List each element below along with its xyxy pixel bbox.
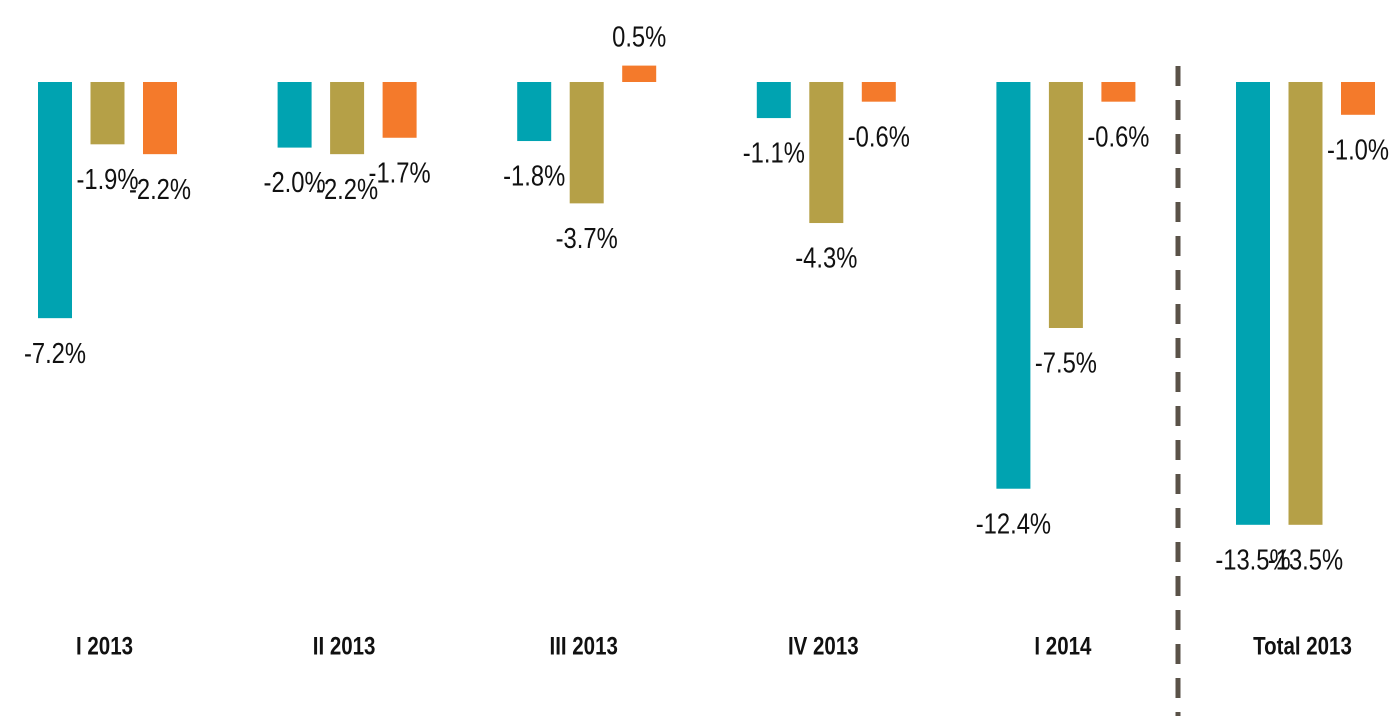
x-tick-label: I 2013 (76, 632, 133, 660)
data-label: -1.1% (743, 136, 805, 169)
bar (809, 82, 844, 224)
bar (756, 82, 791, 119)
data-label: -2.2% (129, 173, 191, 206)
data-label: -1.0% (1327, 133, 1389, 166)
data-label: -2.2% (316, 173, 378, 206)
data-label: -7.5% (1035, 346, 1097, 379)
data-label: 0.5% (612, 20, 666, 53)
x-tick-label: IV 2013 (788, 632, 859, 660)
data-label: -3.7% (556, 222, 618, 255)
data-label: -13.5% (1215, 543, 1290, 576)
data-label: -1.7% (369, 156, 431, 189)
bar (861, 82, 896, 102)
bar (143, 82, 177, 155)
bar (1236, 82, 1270, 525)
data-label: -0.6% (1087, 120, 1149, 153)
data-label: -0.6% (848, 120, 910, 153)
bar (38, 82, 72, 319)
data-label: -1.9% (76, 163, 138, 196)
bar (1048, 82, 1083, 328)
bar (1101, 82, 1136, 102)
bar (382, 82, 417, 138)
bar (1341, 82, 1375, 115)
bar (277, 82, 312, 148)
bar (996, 82, 1031, 489)
bar (622, 65, 657, 82)
x-tick-label: II 2013 (313, 632, 376, 660)
data-label: -13.5% (1268, 543, 1343, 576)
x-tick-label: III 2013 (550, 632, 618, 660)
x-tick-label: I 2014 (1034, 632, 1091, 660)
data-label: -7.2% (24, 337, 86, 370)
bar (90, 82, 125, 145)
bar (1288, 82, 1323, 525)
data-label: -1.8% (503, 159, 565, 192)
data-label: -4.3% (795, 241, 857, 274)
bar (569, 82, 604, 204)
data-label: -2.0% (264, 166, 326, 199)
x-tick-label: Total 2013 (1253, 632, 1352, 660)
bar (517, 82, 552, 142)
bar (330, 82, 365, 155)
data-label: -12.4% (976, 507, 1051, 540)
